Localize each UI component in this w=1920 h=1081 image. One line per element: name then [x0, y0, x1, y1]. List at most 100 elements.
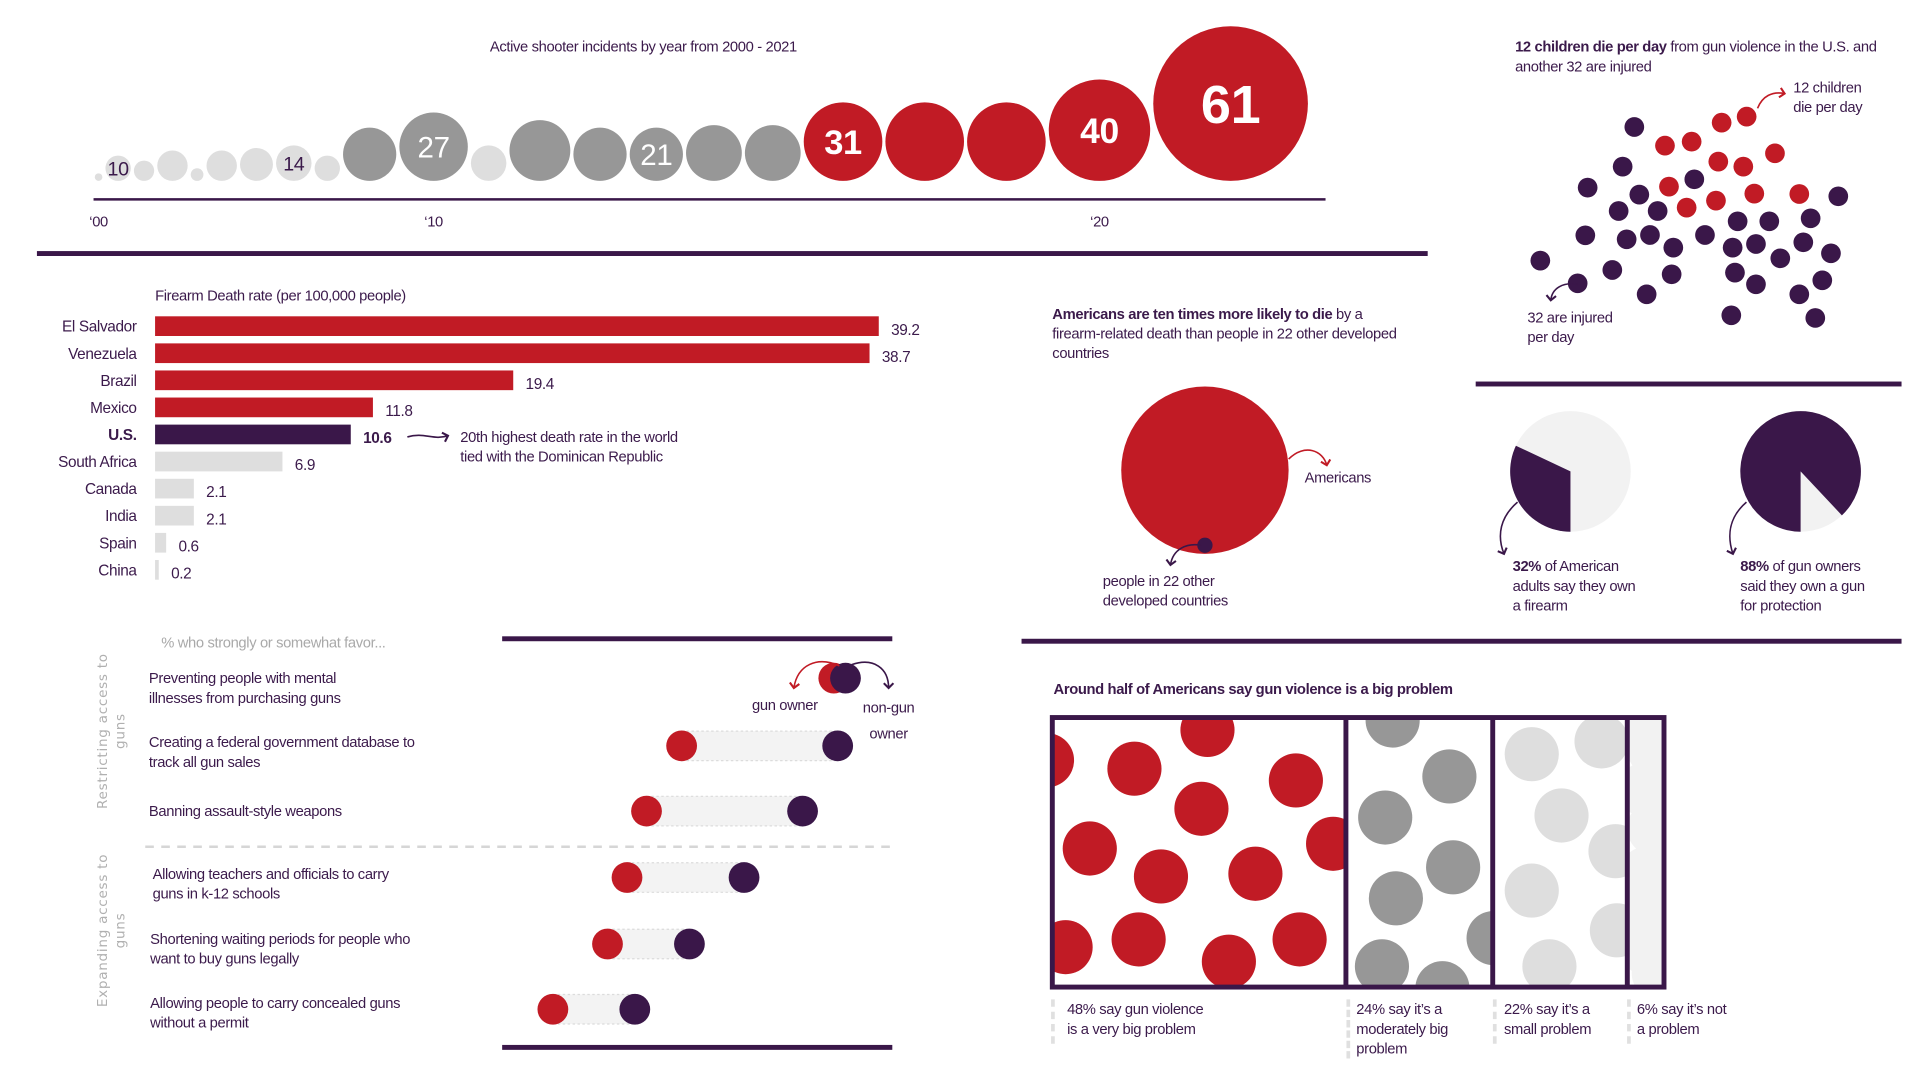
child-death-dot — [1789, 184, 1810, 204]
range-capsule — [646, 796, 803, 826]
legend-non-gun-owner-arrow-icon — [851, 661, 895, 690]
bar-category-label: China — [98, 562, 137, 579]
survey-dot — [1107, 741, 1162, 796]
area-heading-bold: Americans are ten times more likely to d… — [1052, 305, 1333, 323]
non-gun-owner-dot — [822, 730, 854, 762]
americans-arrow-icon — [1288, 449, 1332, 467]
non-gun-owner-dot — [674, 928, 705, 960]
bubble-2018 — [885, 102, 965, 181]
child-injured-dot — [1793, 232, 1814, 253]
child-injured-dot — [1647, 201, 1668, 221]
bubble-2003 — [157, 150, 188, 181]
bar-value-label: 39.2 — [891, 322, 919, 339]
bubble-2010 — [399, 112, 468, 181]
survey-caption-small: 22% say it’s a small problem — [1503, 1000, 1592, 1038]
dotplot-row-label: Allowing people to carry concealed guns … — [150, 994, 401, 1032]
pie-88-arrow-icon — [1726, 501, 1747, 556]
other-countries-label: people in 22 other developed countries — [1102, 572, 1229, 610]
other-countries-circle — [1197, 537, 1213, 553]
survey-dot — [1272, 912, 1327, 967]
gun-owner-dot — [537, 993, 569, 1025]
survey-dot — [1052, 733, 1075, 787]
bubble-2017 — [803, 102, 883, 181]
survey-segment-22 — [1504, 717, 1628, 988]
bar-category-label: Canada — [85, 481, 137, 498]
child-injured-dot — [1770, 248, 1791, 269]
dotplot-row-label: Preventing people with mental illnesses … — [148, 669, 341, 707]
dotplot-row-label: Shortening waiting periods for people wh… — [150, 930, 411, 968]
child-injured-dot — [1759, 211, 1780, 232]
group-label-expanding: Expanding access to guns — [94, 853, 128, 1008]
child-injured-dot — [1746, 274, 1766, 295]
survey-dot — [1522, 939, 1577, 988]
bar-brazil — [155, 370, 514, 391]
child-injured-dot — [1812, 270, 1833, 291]
bubble-2007 — [276, 145, 312, 181]
divider-right — [1475, 381, 1902, 387]
bubble-2019 — [967, 102, 1046, 181]
bar-category-label: India — [105, 508, 137, 525]
bubble-2004 — [190, 168, 204, 181]
non-gun-owner-dot — [728, 862, 760, 893]
bar-chart: El Salvador 39.2 Venezuela 38.7 Brazil 19.4 Me… — [58, 316, 920, 582]
pie-32-arrow-icon — [1497, 501, 1519, 556]
children-heading-rest: from gun violence in the U.S. and anothe… — [1515, 38, 1877, 76]
child-injured-dot — [1805, 308, 1826, 328]
survey-dot — [1268, 753, 1323, 808]
bar-category-label: Mexico — [90, 400, 136, 417]
survey-dot — [1180, 717, 1235, 758]
survey-dot — [1627, 801, 1664, 856]
bar-value-label: 10.6 — [363, 430, 391, 447]
survey-dot — [1133, 849, 1189, 904]
bar-spain — [155, 532, 167, 553]
bubble-2006 — [239, 147, 273, 181]
child-injured-dot — [1800, 208, 1821, 229]
child-injured-dot — [1746, 234, 1766, 254]
legend-gun-owner-arrow-icon — [789, 661, 840, 690]
dotplot-row-label: Creating a federal government database t… — [148, 733, 415, 771]
child-injured-dot — [1663, 237, 1684, 258]
caption-tick — [1492, 999, 1497, 1044]
americans-label: Americans — [1304, 468, 1372, 487]
area-comparison — [1121, 386, 1289, 554]
survey-dot — [1354, 939, 1410, 988]
bar-value-label: 0.2 — [171, 565, 191, 582]
dot-plot — [537, 662, 861, 1025]
bubble-2021 — [1153, 26, 1308, 181]
survey-dot — [1422, 749, 1477, 804]
child-death-dot — [1736, 106, 1757, 127]
group-label-restricting: Restricting access to guns — [94, 653, 128, 809]
survey-dot — [1201, 934, 1256, 988]
bar-mexico — [155, 397, 373, 418]
survey-dot — [1228, 846, 1283, 901]
dotplot-subtitle: % who strongly or somewhat favor... — [161, 633, 386, 652]
child-death-dot — [1765, 143, 1785, 164]
dotplot-top-rule — [502, 636, 893, 642]
bar-category-label: South Africa — [58, 454, 137, 471]
dotplot-row-label: Allowing teachers and officials to carry… — [152, 865, 390, 903]
bar-china — [155, 559, 159, 580]
child-injured-dot — [1577, 177, 1598, 198]
bar-venezuela — [155, 343, 870, 364]
child-injured-dot — [1661, 264, 1682, 285]
survey-dot — [1062, 821, 1117, 876]
bubble-2012 — [509, 120, 571, 181]
gun-owner-dot — [631, 795, 662, 827]
child-injured-dot — [1530, 250, 1551, 271]
deaths-label: 12 children die per day — [1793, 78, 1863, 116]
child-injured-dot — [1727, 211, 1748, 232]
unit-chart — [1530, 106, 1849, 328]
child-death-dot — [1711, 112, 1732, 133]
child-injured-dot — [1624, 117, 1645, 137]
divider-top — [36, 251, 1428, 256]
gun-owner-dot — [611, 862, 643, 893]
bar-value-label: 38.7 — [882, 349, 910, 366]
bar-value-label: 19.4 — [526, 376, 555, 393]
survey-dot — [1306, 816, 1346, 871]
bar-value-label: 6.9 — [295, 457, 315, 474]
child-injured-dot — [1602, 260, 1623, 280]
survey-dot — [1426, 840, 1481, 895]
pie-slice-32 — [1510, 445, 1571, 532]
child-death-dot — [1676, 197, 1697, 218]
caption-tick — [1346, 999, 1351, 1059]
